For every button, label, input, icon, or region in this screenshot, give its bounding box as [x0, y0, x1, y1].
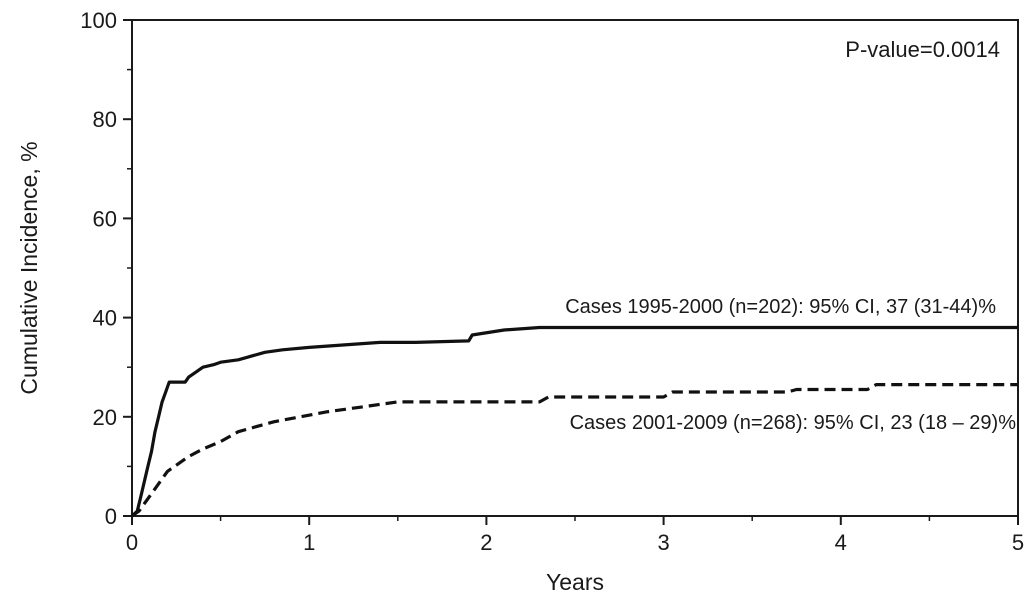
series-line-2001-2009 — [131, 383, 1018, 518]
axes: 0 20 40 60 80 100 0 1 2 3 4 5 — [80, 8, 1024, 555]
x-tick-label: 4 — [835, 530, 847, 555]
y-tick-label: 100 — [80, 8, 117, 33]
series-label-1995-2000: Cases 1995-2000 (n=202): 95% CI, 37 (31-… — [565, 296, 996, 318]
plot-frame — [131, 19, 1019, 517]
x-axis-title: Years — [546, 569, 604, 595]
series-line-1995-2000 — [130, 325, 1018, 518]
x-tick-label: 5 — [1012, 530, 1024, 555]
y-tick-label: 20 — [93, 405, 117, 430]
x-tick-label: 0 — [126, 530, 138, 555]
x-tick-label: 3 — [657, 530, 669, 555]
labels: P-value=0.0014 Cases 1995-2000 (n=202): … — [16, 37, 1016, 595]
series-label-2001-2009: Cases 2001-2009 (n=268): 95% CI, 23 (18 … — [570, 412, 1017, 434]
y-tick-label: 0 — [105, 504, 117, 529]
y-axis-title: Cumulative Incidence, % — [16, 141, 42, 394]
x-tick-label: 2 — [480, 530, 492, 555]
y-tick-label: 60 — [93, 206, 117, 231]
x-tick-label: 1 — [303, 530, 315, 555]
series-layer — [130, 325, 1018, 518]
y-tick-label: 40 — [93, 306, 117, 331]
p-value-annotation: P-value=0.0014 — [845, 37, 1000, 62]
y-tick-label: 80 — [93, 107, 117, 132]
